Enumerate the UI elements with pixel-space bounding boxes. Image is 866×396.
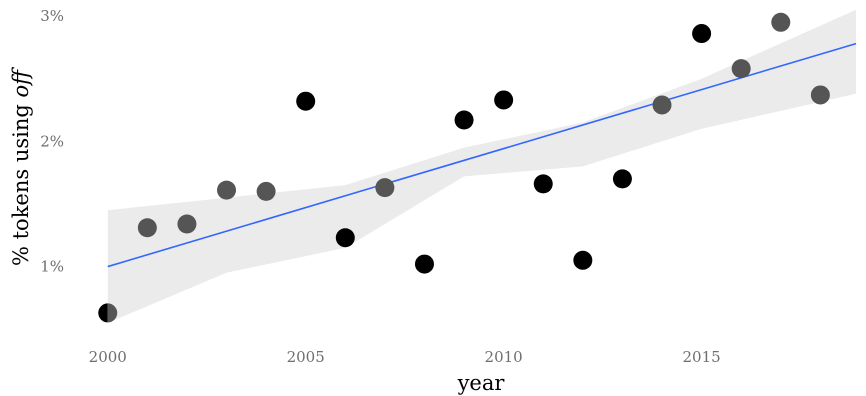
data-point (137, 218, 157, 238)
y-tick-label: 2% (40, 132, 64, 150)
x-tick-label: 2015 (683, 348, 721, 366)
data-point (98, 303, 118, 323)
y-axis-title: % tokens using off (9, 67, 33, 266)
confidence-band-layer (107, 9, 857, 323)
data-point (652, 95, 672, 115)
data-point (810, 85, 830, 105)
data-point (692, 24, 712, 44)
y-tick-label: 3% (40, 7, 64, 25)
trend-line (107, 42, 857, 268)
y-tick-label: 1% (40, 258, 64, 276)
data-point (494, 90, 514, 110)
x-axis-title: year (457, 371, 506, 395)
data-points-layer (98, 12, 830, 323)
data-point (335, 228, 355, 248)
x-tick-label: 2005 (287, 348, 325, 366)
data-point (771, 12, 791, 32)
data-point (612, 169, 632, 189)
data-point-right-half (107, 303, 118, 323)
data-point-left-half (98, 303, 108, 323)
x-tick-label: 2000 (89, 348, 127, 366)
x-tick-label: 2010 (485, 348, 523, 366)
data-point (296, 91, 316, 111)
y-axis-title-emphasis: off (9, 67, 33, 98)
data-point (375, 178, 395, 198)
data-point (454, 110, 474, 130)
data-point (731, 59, 751, 79)
data-point (533, 174, 553, 194)
trend-line-layer (107, 42, 857, 268)
data-point (256, 181, 276, 201)
data-point (573, 250, 593, 270)
confidence-band (107, 9, 857, 323)
y-axis-ticks: 1% 2% 3% (40, 7, 64, 276)
data-point (217, 180, 237, 200)
x-axis-ticks: 2000 2005 2010 2015 (89, 348, 721, 366)
data-point (177, 214, 197, 234)
y-axis-title-text: % tokens using (9, 98, 33, 267)
data-point (414, 254, 434, 274)
